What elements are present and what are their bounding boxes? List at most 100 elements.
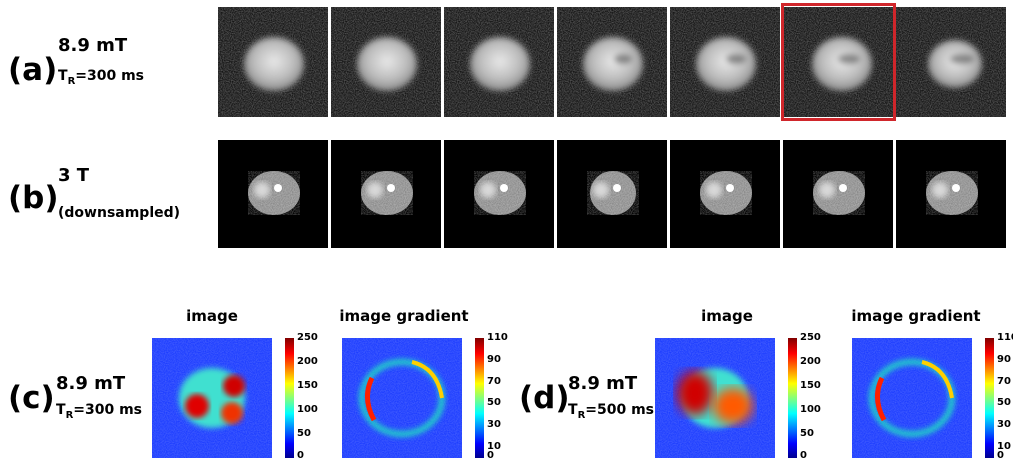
repetition-time: TR=500 ms <box>568 402 654 421</box>
map-title: image gradient <box>339 307 468 325</box>
bright-spot <box>387 184 395 192</box>
colorbar-fill <box>788 338 797 458</box>
object <box>244 37 304 91</box>
mri-slice-lowfield <box>670 7 780 117</box>
colorbar-fill <box>475 338 484 458</box>
map-title: image <box>186 307 238 325</box>
object <box>474 171 526 215</box>
object-body <box>357 37 417 91</box>
repetition-time: TR=300 ms <box>58 68 144 87</box>
bright-spot <box>952 184 960 192</box>
panel-label: (c) <box>8 380 55 416</box>
bright-region <box>480 182 496 198</box>
mri-slice-lowfield <box>218 7 328 117</box>
colorbar <box>985 338 994 458</box>
tr-value: =300 ms <box>75 68 144 84</box>
hot-region <box>221 402 243 424</box>
colorbar-fill <box>285 338 294 458</box>
mri-slice-3t <box>557 140 667 248</box>
tr-value: =500 ms <box>585 402 654 418</box>
colorbar-tick-label: 0 <box>997 451 1004 461</box>
mri-slice-3t <box>670 140 780 248</box>
field-strength: 8.9 mT <box>58 35 127 56</box>
mri-slice-lowfield <box>331 7 441 117</box>
colorbar-tick-label: 70 <box>997 377 1011 387</box>
colorbar-tick-label: 110 <box>487 333 508 343</box>
colorbar-tick-label: 0 <box>800 451 807 461</box>
mri-slice-3t <box>783 140 893 248</box>
bright-spot <box>839 184 847 192</box>
colorbar-fill <box>985 338 994 458</box>
object <box>361 171 413 215</box>
colorbar-tick-label: 150 <box>297 381 318 391</box>
map-title: image gradient <box>851 307 980 325</box>
highlight-box <box>781 3 896 121</box>
bright-region <box>706 182 722 198</box>
colorbar-tick-label: 100 <box>297 405 318 415</box>
colorbar-tick-label: 150 <box>800 381 821 391</box>
field-strength: 8.9 mT <box>56 373 125 394</box>
mri-slice-lowfield <box>444 7 554 117</box>
colorbar-tick-label: 200 <box>297 357 318 367</box>
bright-region <box>932 182 948 198</box>
object <box>928 40 982 88</box>
bright-region <box>819 182 835 198</box>
object-body <box>928 40 982 88</box>
highlight-frame <box>783 5 895 120</box>
tr-symbol: T <box>58 68 68 84</box>
object <box>470 37 530 91</box>
colorbar-tick-label: 70 <box>487 377 501 387</box>
object-body <box>470 37 530 91</box>
tr-symbol: T <box>568 402 578 418</box>
object <box>248 171 300 215</box>
panel-label: (d) <box>519 380 570 416</box>
colorbar-tick-label: 100 <box>800 405 821 415</box>
colorbar-tick-label: 0 <box>297 451 304 461</box>
panel-label: (b) <box>8 180 59 216</box>
mri-slice-3t <box>896 140 1006 248</box>
colorbar-tick-label: 90 <box>997 355 1011 365</box>
object-body <box>696 37 756 91</box>
bright-region <box>254 182 270 198</box>
heatmap <box>342 338 462 458</box>
object-detail <box>726 54 746 64</box>
hot-region <box>677 371 713 415</box>
mri-slice-lowfield <box>557 7 667 117</box>
repetition-time: TR=300 ms <box>56 402 142 421</box>
object-body <box>583 37 643 91</box>
bright-region <box>593 182 609 198</box>
colorbar-tick-label: 50 <box>297 429 311 439</box>
hot-region <box>713 388 753 424</box>
map-title: image <box>701 307 753 325</box>
field-strength: 8.9 mT <box>568 373 637 394</box>
colorbar-tick-label: 50 <box>487 398 501 408</box>
panel-label: (a) <box>8 52 57 88</box>
hot-region <box>223 375 245 397</box>
object <box>700 171 752 215</box>
object <box>813 171 865 215</box>
mri-slice-3t <box>218 140 328 248</box>
colorbar-tick-label: 30 <box>997 420 1011 430</box>
heatmap <box>852 338 972 458</box>
object <box>587 171 639 215</box>
colorbar-tick-label: 30 <box>487 420 501 430</box>
colorbar-tick-label: 0 <box>487 451 494 461</box>
bright-spot <box>613 184 621 192</box>
field-strength: 3 T <box>58 165 89 186</box>
bright-spot <box>726 184 734 192</box>
object <box>583 37 643 91</box>
mri-slice-3t <box>331 140 441 248</box>
tr-symbol: T <box>56 402 66 418</box>
heatmap <box>152 338 272 458</box>
colorbar-tick-label: 50 <box>800 429 814 439</box>
object-detail <box>614 54 632 64</box>
object <box>357 37 417 91</box>
object-detail <box>950 54 974 64</box>
bright-region <box>367 182 383 198</box>
colorbar-tick-label: 200 <box>800 357 821 367</box>
colorbar-tick-label: 250 <box>297 333 318 343</box>
colorbar-tick-label: 250 <box>800 333 821 343</box>
heatmap <box>655 338 775 458</box>
hot-region <box>185 394 209 418</box>
figure: {"panels": [ {"label": "(a)", "field": "… <box>0 0 1013 465</box>
